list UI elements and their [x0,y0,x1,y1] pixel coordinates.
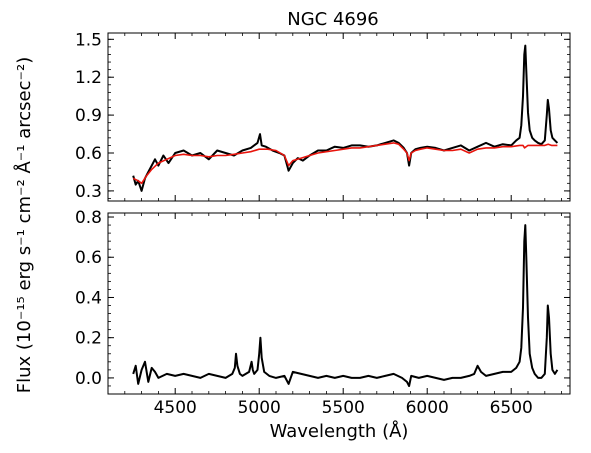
bottom-x-tick-label: 5000 [238,398,281,418]
top-series-1-line [132,142,558,185]
top-y-tick-label: 0.3 [75,182,102,202]
top-series-0-line [132,44,559,192]
y-axis-label: Flux (10⁻¹⁵ erg s⁻¹ cm⁻² Å⁻¹ arcsec⁻²) [13,57,35,393]
bottom-series-group [132,224,559,387]
bottom-panel: 0.0 0.2 0.4 0.6 0.8 4500 5000 5500 6000 6500 [75,208,571,418]
bottom-x-ticks: 4500 5000 5500 6000 6500 [124,213,562,418]
top-y-tick-label: 0.9 [75,106,102,126]
bottom-x-tick-label: 5500 [322,398,365,418]
bottom-axes-frame [107,212,571,395]
bottom-series-0-line [132,224,559,387]
top-panel: 0.3 0.6 0.9 1.2 1.5 [75,30,571,202]
top-y-tick-label: 0.6 [75,144,102,164]
top-series-group [132,44,559,192]
bottom-y-ticks: 0.0 0.2 0.4 0.6 0.8 [75,208,570,395]
top-y-ticks: 0.3 0.6 0.9 1.2 1.5 [75,30,570,202]
top-y-tick-label: 1.2 [75,68,102,88]
x-axis-label: Wavelength (Å) [270,420,409,442]
bottom-y-tick-label: 0.8 [75,208,102,228]
top-y-tick-label: 1.5 [75,30,102,50]
bottom-y-tick-label: 0.0 [75,369,102,389]
bottom-y-tick-label: 0.4 [75,288,102,308]
bottom-x-tick-label: 6000 [406,398,449,418]
bottom-y-tick-label: 0.6 [75,248,102,268]
bottom-x-tick-label: 4500 [154,398,197,418]
top-x-ticks [124,33,562,201]
top-axes-frame [107,32,571,202]
chart-title: NGC 4696 [287,9,379,30]
bottom-x-tick-label: 6500 [490,398,533,418]
bottom-y-tick-label: 0.2 [75,329,102,349]
